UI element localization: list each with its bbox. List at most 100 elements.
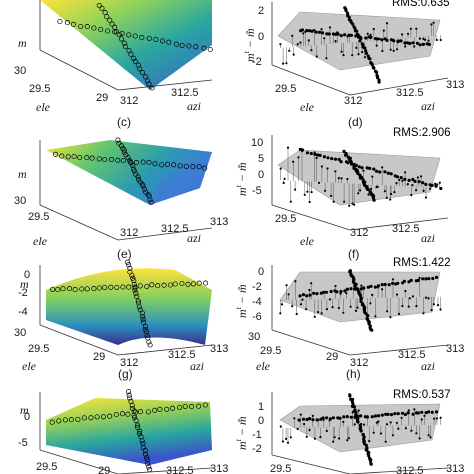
data-marker xyxy=(183,163,189,169)
data-marker xyxy=(144,283,150,289)
data-marker xyxy=(138,409,144,415)
residual-point xyxy=(416,411,420,415)
residual-point xyxy=(381,166,384,169)
residual-point xyxy=(390,192,393,196)
residual-point xyxy=(401,304,404,308)
data-marker xyxy=(196,164,202,170)
residual-point xyxy=(409,278,413,282)
residual-point xyxy=(382,29,385,32)
panel-label-e: (e) xyxy=(117,247,132,261)
residual-point xyxy=(392,49,395,53)
data-marker xyxy=(196,403,202,409)
x-axis-label-f: azi xyxy=(421,359,435,373)
residual-point xyxy=(421,42,425,47)
data-marker xyxy=(155,283,161,289)
residual-point xyxy=(384,412,388,416)
residual-point xyxy=(366,187,370,191)
data-marker xyxy=(56,418,62,424)
data-marker xyxy=(142,448,148,454)
data-marker xyxy=(179,42,185,48)
residual-point xyxy=(340,177,343,180)
residual-point xyxy=(427,297,430,300)
residual-point xyxy=(319,436,322,439)
residual-point xyxy=(346,161,350,165)
data-marker xyxy=(127,265,133,271)
residual-point xyxy=(355,29,359,33)
data-marker xyxy=(84,24,90,30)
residual-point xyxy=(332,200,335,203)
data-marker xyxy=(164,161,171,167)
data-marker xyxy=(186,43,192,49)
y-axis-label-b: ele xyxy=(300,100,315,114)
residual-point xyxy=(409,27,412,30)
residual-point xyxy=(399,39,403,43)
data-marker xyxy=(133,417,139,424)
data-marker xyxy=(72,287,78,293)
markers-h xyxy=(279,393,442,466)
data-marker xyxy=(134,422,141,428)
residual-point xyxy=(367,454,371,458)
residual-point xyxy=(389,172,393,176)
data-marker xyxy=(142,324,148,330)
residual-point xyxy=(361,51,364,54)
z-tick-d-4: -5 xyxy=(252,185,262,197)
x-tick-g-1: 312.5 xyxy=(166,465,194,474)
residual-point xyxy=(424,196,428,199)
residual-point xyxy=(285,284,288,287)
y-tick-h-1: 29.5 xyxy=(270,463,291,474)
residual-point xyxy=(380,38,384,42)
z-tick-h-4: -2 xyxy=(252,443,262,455)
residual-point xyxy=(320,28,323,31)
residual-point xyxy=(410,429,413,432)
data-marker xyxy=(60,286,66,292)
data-marker xyxy=(132,33,138,39)
residual-point xyxy=(310,282,313,285)
residual-point xyxy=(362,439,366,443)
residual-point xyxy=(418,276,421,279)
residual-point xyxy=(366,32,369,35)
residual-point xyxy=(282,181,285,185)
residual-point xyxy=(415,189,418,192)
residual-point xyxy=(364,443,368,447)
residual-point xyxy=(375,70,379,74)
data-marker xyxy=(55,286,61,293)
panel-g: m 0 -5 29.5 29 312.5 313 xyxy=(18,389,228,474)
residual-point xyxy=(323,37,326,40)
residual-point xyxy=(307,39,310,42)
data-marker xyxy=(164,406,170,412)
residual-point xyxy=(370,187,373,191)
residual-point xyxy=(346,439,349,442)
data-marker xyxy=(109,157,115,163)
residual-point xyxy=(389,48,392,51)
residual-point xyxy=(355,414,359,418)
data-marker xyxy=(142,451,149,457)
residual-point xyxy=(298,294,302,298)
data-marker xyxy=(126,392,132,398)
residual-point xyxy=(401,33,404,36)
residual-point xyxy=(435,410,439,414)
x-tick-e-2: 312.5 xyxy=(168,349,196,361)
data-marker xyxy=(134,293,140,299)
residual-point xyxy=(315,292,319,296)
z-tick-f-2: -2 xyxy=(252,281,262,293)
residual-point xyxy=(418,43,422,47)
data-marker xyxy=(70,21,76,27)
residual-point xyxy=(374,315,377,318)
data-marker xyxy=(120,158,126,164)
surface-g xyxy=(46,398,212,465)
residual-point xyxy=(331,416,335,420)
residual-point xyxy=(433,417,436,420)
data-marker xyxy=(128,159,134,165)
residual-point xyxy=(354,163,358,167)
y-tick-f-2: 29.5 xyxy=(260,345,281,357)
residual-point xyxy=(333,157,338,161)
panel-e: m 0 -2 -4 30 29.5 29 312 312.5 313 ele a… xyxy=(14,259,228,381)
x-tick-f-2: 312.5 xyxy=(398,349,426,361)
x-tick-c-2: 312.5 xyxy=(161,223,189,235)
residual-point xyxy=(424,411,428,415)
y-tick-f-1: 30 xyxy=(248,331,260,343)
data-marker xyxy=(78,23,84,30)
residual-point xyxy=(349,33,354,37)
data-marker xyxy=(196,280,202,286)
residual-point xyxy=(359,297,363,301)
